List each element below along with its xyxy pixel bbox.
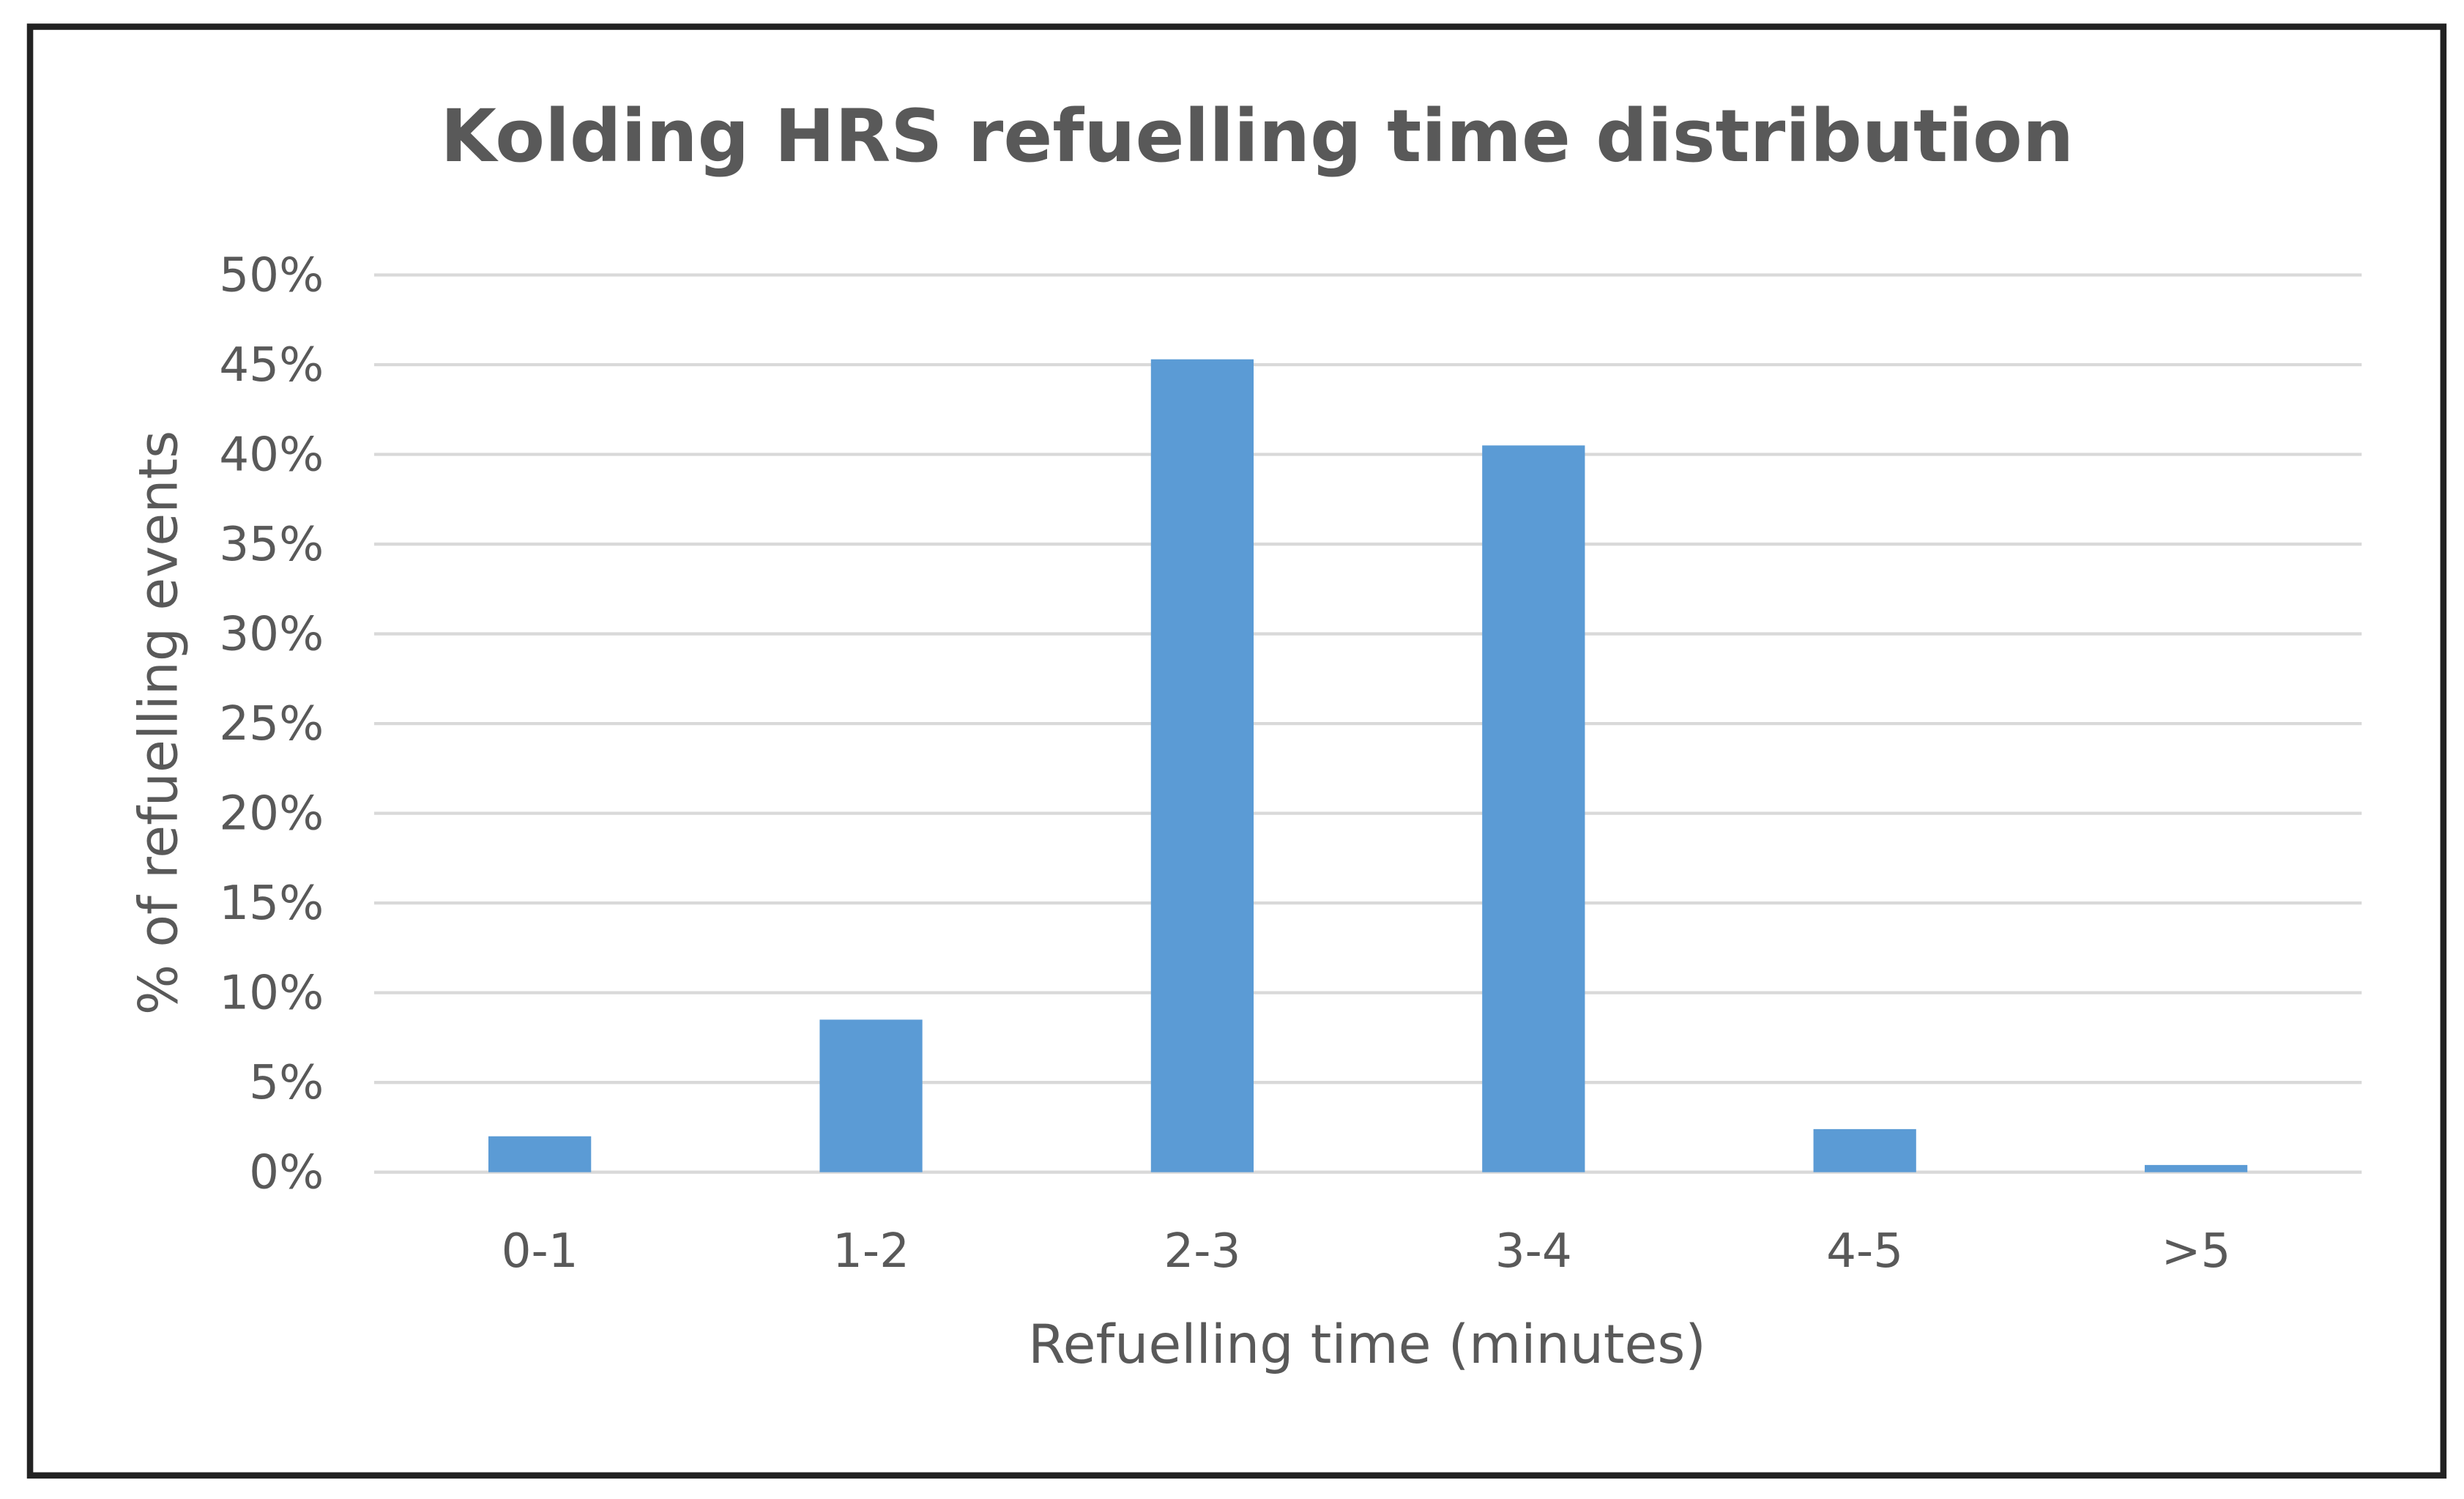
y-tick-label: 15% (219, 876, 324, 931)
bar (1813, 1128, 1916, 1172)
x-tick-label: 0-1 (502, 1224, 578, 1279)
x-tick-label: 3-4 (1495, 1224, 1572, 1279)
bar (2144, 1164, 2248, 1172)
y-tick-label: 10% (219, 966, 324, 1021)
bar (1150, 359, 1254, 1172)
y-tick-label: 0% (249, 1145, 324, 1200)
x-axis-title: Refuelling time (minutes) (1028, 1314, 1706, 1376)
y-tick-label: 25% (219, 696, 324, 751)
y-tick-label: 20% (219, 786, 324, 841)
x-tick-label: 1-2 (833, 1224, 909, 1279)
bar (488, 1136, 592, 1172)
bar (1482, 445, 1585, 1172)
x-tick-label: >5 (2162, 1224, 2231, 1279)
chart-title: Kolding HRS refuelling time distribution (441, 94, 2074, 179)
x-tick-label: 2-3 (1164, 1224, 1240, 1279)
y-tick-label: 5% (249, 1055, 324, 1110)
y-tick-label: 30% (219, 606, 324, 661)
y-axis-title: % of refuelling events (127, 431, 190, 1015)
x-tick-label: 4-5 (1826, 1224, 1903, 1279)
y-tick-label: 40% (219, 427, 324, 482)
bar (819, 1019, 923, 1172)
chart-border (26, 23, 2447, 1479)
y-tick-label: 45% (219, 338, 324, 393)
y-tick-label: 35% (219, 517, 324, 572)
y-tick-label: 50% (219, 248, 324, 302)
